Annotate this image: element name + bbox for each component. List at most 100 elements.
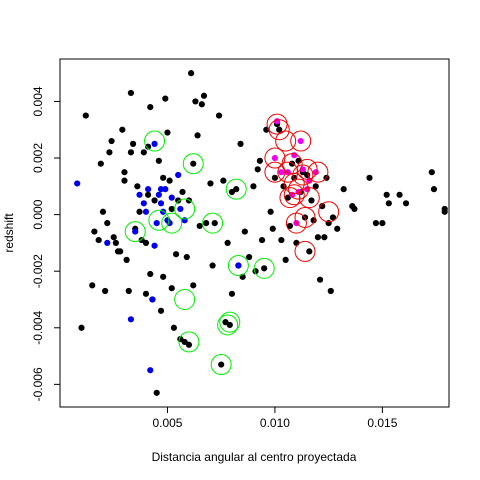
data-point-black <box>215 112 223 119</box>
highlight-ring-green <box>124 221 146 243</box>
data-point-black <box>102 287 109 295</box>
data-point-blue <box>157 186 165 193</box>
data-point-black <box>106 149 113 156</box>
data-point-black <box>267 208 274 215</box>
data-point-black <box>183 253 190 261</box>
data-point-magenta <box>297 137 304 145</box>
data-point-black <box>428 169 435 176</box>
highlight-ring-red <box>298 187 320 209</box>
y-tick-label: -0.002 <box>31 254 45 288</box>
highlight-ring-green <box>144 130 166 152</box>
data-point-black <box>383 191 390 198</box>
data-point-black <box>95 236 102 244</box>
data-point-blue <box>151 242 158 249</box>
highlight-ring-green <box>227 255 249 277</box>
y-axis: -0.006 -0.004 -0.002 0.000 0.002 0.004 <box>31 86 61 401</box>
data-point-blue <box>153 219 160 227</box>
data-point-black <box>121 169 128 176</box>
points-layer <box>74 70 448 396</box>
data-point-black <box>246 253 253 261</box>
data-point-black <box>97 160 104 167</box>
data-point-black <box>254 166 261 173</box>
data-point-blue <box>175 171 182 179</box>
data-point-black <box>308 197 315 204</box>
data-point-blue <box>155 191 162 198</box>
data-point-black <box>209 262 216 269</box>
data-point-black <box>319 203 326 210</box>
data-point-black <box>89 282 96 289</box>
data-point-black <box>372 219 380 227</box>
data-point-black <box>325 219 332 227</box>
data-point-black <box>108 137 115 145</box>
highlight-ring-green <box>182 153 204 175</box>
x-tick-label: 0.005 <box>152 416 182 430</box>
data-point-black <box>151 197 158 204</box>
data-point-black <box>78 324 85 331</box>
data-point-blue <box>149 296 156 303</box>
highlight-ring-green <box>202 212 224 234</box>
highlight-ring-red <box>277 161 299 183</box>
data-point-black <box>402 200 410 207</box>
data-point-black <box>196 222 203 230</box>
highlight-ring-green <box>217 314 239 336</box>
data-point-black <box>125 287 132 295</box>
data-point-black <box>142 290 150 297</box>
y-tick-label: 0.004 <box>31 86 45 116</box>
data-point-blue <box>132 228 139 235</box>
data-point-black <box>293 239 300 247</box>
data-point-blue <box>157 200 165 207</box>
highlight-ring-red <box>294 240 316 262</box>
data-point-black <box>327 287 334 295</box>
highlight-ring-red <box>307 161 329 183</box>
highlight-ring-green <box>219 311 241 333</box>
data-point-black <box>160 273 167 280</box>
data-point-black <box>162 95 169 102</box>
data-point-blue <box>127 316 135 323</box>
highlight-ring-green <box>161 212 183 234</box>
data-point-black <box>153 389 160 396</box>
rings-layer <box>124 113 340 376</box>
data-point-black <box>340 186 347 193</box>
data-point-black <box>314 234 322 241</box>
y-axis-label: redshift <box>2 213 16 253</box>
data-point-black <box>194 132 201 139</box>
data-point-black <box>136 208 143 215</box>
data-point-black <box>123 256 130 263</box>
data-point-black <box>147 270 154 278</box>
data-point-black <box>155 157 162 164</box>
highlight-ring-red <box>264 147 286 169</box>
data-point-black <box>121 177 128 184</box>
data-point-black <box>237 140 244 147</box>
highlight-ring-red <box>283 184 305 206</box>
data-point-black <box>233 186 240 193</box>
data-point-magenta <box>271 154 279 162</box>
data-point-black <box>306 248 313 255</box>
highlight-ring-green <box>174 288 196 310</box>
data-point-black <box>224 239 231 247</box>
data-point-blue <box>145 186 152 193</box>
y-tick-label: -0.006 <box>31 367 45 401</box>
x-axis: 0.005 0.010 0.015 <box>152 406 398 430</box>
data-point-magenta <box>278 169 285 176</box>
highlight-ring-red <box>318 201 340 223</box>
data-point-black <box>198 101 205 108</box>
data-point-black <box>269 225 276 232</box>
data-point-black <box>351 205 358 213</box>
data-point-black <box>250 183 257 190</box>
data-point-black <box>282 256 289 263</box>
data-point-black <box>168 285 175 292</box>
data-point-black <box>166 177 173 184</box>
data-point-black <box>316 276 324 283</box>
x-tick-label: 0.010 <box>260 416 290 430</box>
data-point-black <box>172 251 180 258</box>
data-point-black <box>127 149 135 156</box>
highlight-ring-red <box>292 164 314 186</box>
data-point-black <box>200 92 208 99</box>
data-point-black <box>142 239 150 247</box>
plot-frame <box>59 58 450 408</box>
highlight-ring-green <box>225 178 247 200</box>
highlight-ring-green <box>148 209 170 231</box>
data-point-black <box>179 188 186 196</box>
highlight-ring-red <box>288 178 310 200</box>
data-point-black <box>170 324 178 331</box>
